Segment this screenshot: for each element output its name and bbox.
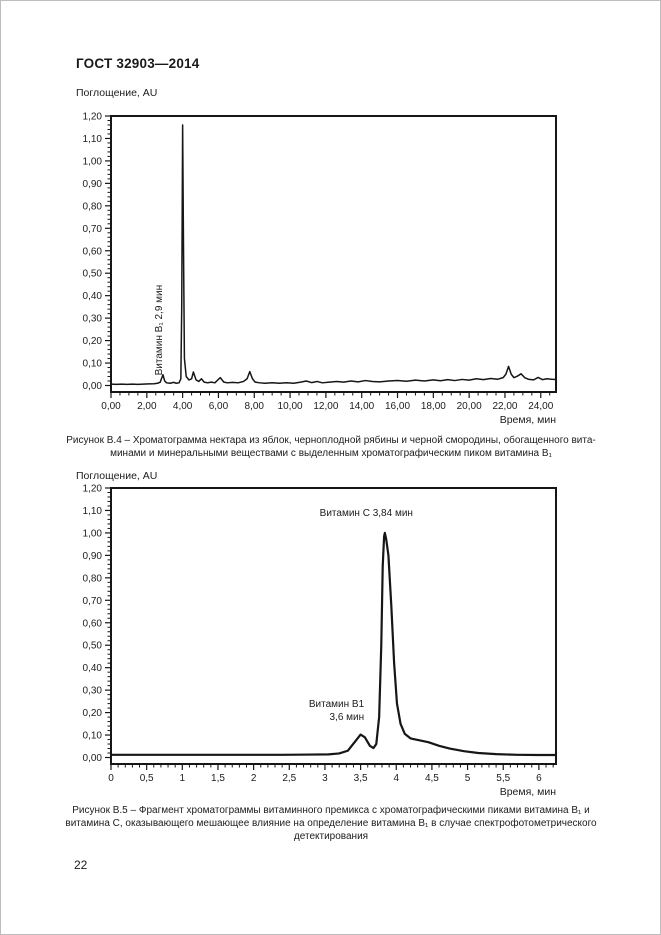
y-tick-label: 0,80 <box>83 573 103 584</box>
figure-b5-caption: Рисунок В.5 – Фрагмент хроматограммы вит… <box>61 804 601 843</box>
document-header: ГОСТ 32903—2014 <box>76 56 200 71</box>
y-tick-label: 0,90 <box>83 551 103 562</box>
x-tick-label: 4 <box>393 773 399 784</box>
x-tick-label: 10,00 <box>278 401 303 412</box>
y-tick-label: 0,70 <box>83 224 103 235</box>
peak-annotation: 3,6 мин <box>329 712 364 723</box>
peak-annotation: Витамин С 3,84 мин <box>320 508 413 519</box>
figure-b5-caption-line: детектирования <box>293 831 369 842</box>
x-tick-label: 8,00 <box>245 401 265 412</box>
y-tick-label: 0,20 <box>83 336 103 347</box>
figure-b4-caption-line: минами и минеральными веществами с выдел… <box>110 448 552 459</box>
x-tick-label: 1 <box>180 773 186 784</box>
y-tick-label: 0,70 <box>83 596 103 607</box>
peak-annotation: Витамин В₁ 2,9 мин <box>154 285 165 376</box>
x-tick-label: 3,5 <box>354 773 368 784</box>
y-tick-label: 0,90 <box>83 179 103 190</box>
y-tick-label: 0,20 <box>83 708 103 719</box>
x-axis-title: Время, мин <box>500 414 557 426</box>
x-tick-label: 0 <box>108 773 114 784</box>
x-tick-label: 2,00 <box>137 401 157 412</box>
x-tick-label: 0,5 <box>140 773 154 784</box>
y-tick-label: 0,40 <box>83 663 103 674</box>
y-tick-label: 1,00 <box>83 528 103 539</box>
x-tick-label: 12,00 <box>313 401 338 412</box>
y-tick-label: 0,40 <box>83 291 103 302</box>
chromatogram-trace <box>109 531 558 757</box>
x-tick-label: 2,5 <box>282 773 296 784</box>
chromatogram-trace <box>110 124 557 386</box>
y-tick-label: 0,60 <box>83 618 103 629</box>
x-tick-label: 4,5 <box>425 773 439 784</box>
y-tick-label: 0,30 <box>83 314 103 325</box>
x-tick-label: 18,00 <box>421 401 446 412</box>
y-tick-label: 0,80 <box>83 201 103 212</box>
page-number: 22 <box>74 858 88 872</box>
y-tick-label: 0,50 <box>83 269 103 280</box>
x-tick-label: 1,5 <box>211 773 225 784</box>
x-tick-label: 6,00 <box>209 401 229 412</box>
figure-b4-caption: Рисунок В.4 – Хроматограмма нектара из я… <box>61 434 601 460</box>
y-tick-label: 0,00 <box>83 381 103 392</box>
peak-annotation: Витамин В1 <box>309 699 365 710</box>
figure-b4-caption-line: Рисунок В.4 – Хроматограмма нектара из я… <box>66 435 596 446</box>
figure-b4-chromatogram: 0,00 0,10 0,20 0,30 0,40 0,50 0,60 0,70 0,80 0,90… <box>83 112 557 426</box>
y-tick-label: 1,00 <box>83 156 103 167</box>
y-tick-label: 0,50 <box>83 641 103 652</box>
x-tick-label: 5,5 <box>496 773 510 784</box>
y-tick-label: 1,10 <box>83 506 103 517</box>
x-tick-label: 14,00 <box>349 401 374 412</box>
y-tick-label: 1,20 <box>83 484 103 495</box>
plot-frame <box>110 487 557 765</box>
y-tick-label: 1,10 <box>83 134 103 145</box>
figure-b5-chromatogram: 0,000,100,200,300,400,500,600,700,800,90… <box>83 484 558 798</box>
x-tick-label: 4,00 <box>173 401 193 412</box>
figure-b5-y-axis-title: Поглощение, AU <box>76 470 158 482</box>
x-tick-label: 5 <box>465 773 471 784</box>
x-tick-label: 20,00 <box>457 401 482 412</box>
figure-b5-caption-line: Рисунок В.5 – Фрагмент хроматограммы вит… <box>72 805 590 816</box>
figure-b5-caption-line: витамина С, оказывающего мешающее влияни… <box>65 818 597 829</box>
x-tick-label: 24,00 <box>528 401 553 412</box>
y-tick-label: 0,00 <box>83 753 103 764</box>
figure-b4-y-axis-title: Поглощение, AU <box>76 87 158 99</box>
x-axis-title: Время, мин <box>500 786 557 798</box>
x-tick-label: 16,00 <box>385 401 410 412</box>
x-tick-label: 22,00 <box>492 401 517 412</box>
x-tick-label: 2 <box>251 773 257 784</box>
y-tick-label: 0,60 <box>83 246 103 257</box>
y-tick-label: 0,10 <box>83 359 103 370</box>
y-tick-label: 1,20 <box>83 112 103 123</box>
y-tick-label: 0,30 <box>83 686 103 697</box>
x-tick-label: 0,00 <box>101 401 121 412</box>
plot-frame <box>110 115 557 393</box>
x-tick-label: 3 <box>322 773 328 784</box>
y-tick-label: 0,10 <box>83 731 103 742</box>
x-tick-label: 6 <box>536 773 542 784</box>
